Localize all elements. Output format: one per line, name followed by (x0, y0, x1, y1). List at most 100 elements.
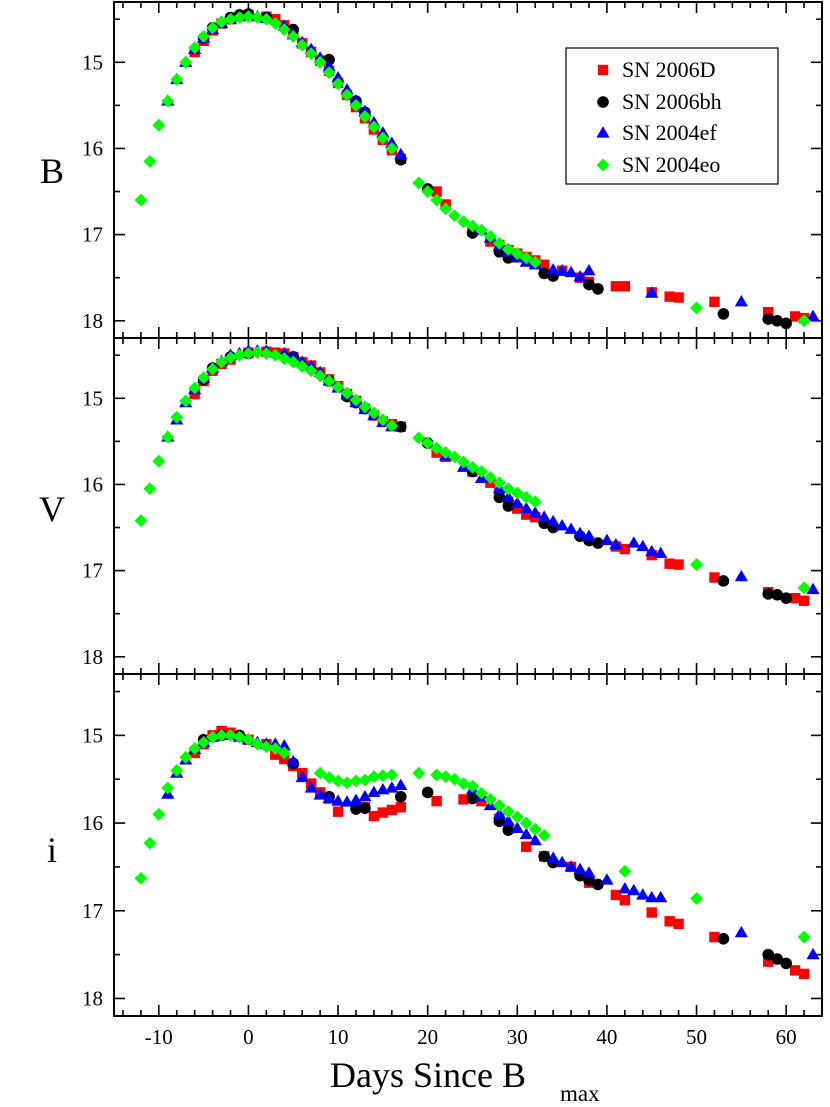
point-sn2004eo (206, 21, 219, 35)
point-sn2004eo (331, 77, 345, 91)
point-sn2004eo (519, 251, 533, 265)
legend-marker-sn2006bh (597, 96, 609, 108)
point-sn2004ef (519, 827, 533, 840)
point-sn2004eo (277, 746, 291, 760)
point-sn2006d (798, 595, 810, 606)
point-sn2004eo (340, 386, 354, 400)
point-sn2004eo (484, 471, 497, 484)
point-sn2004eo (690, 892, 703, 905)
point-sn2006bh (717, 933, 730, 945)
point-sn2004ef (573, 526, 587, 539)
point-sn2004ef (510, 821, 524, 833)
point-sn2004eo (143, 836, 157, 850)
point-sn2004eo (484, 229, 497, 243)
point-sn2006bh (538, 850, 550, 863)
point-sn2004ef (645, 544, 659, 557)
x-tick-label: 30 (507, 1025, 528, 1049)
point-sn2004eo (250, 346, 264, 360)
point-sn2006d (673, 292, 684, 303)
point-sn2004ef (600, 533, 614, 546)
point-sn2004eo (143, 154, 157, 168)
x-tick-label: 50 (686, 1025, 707, 1049)
point-sn2004eo (528, 495, 542, 509)
point-sn2006bh (538, 267, 550, 280)
point-sn2004eo (519, 490, 533, 504)
panel-i-ytick-label: 17 (82, 899, 103, 923)
point-sn2004eo (412, 431, 426, 445)
point-sn2004eo (457, 777, 470, 791)
point-sn2004eo (448, 772, 461, 786)
point-sn2006d (332, 806, 344, 817)
point-sn2004eo (358, 110, 372, 123)
panel-i-ylabel: i (47, 830, 57, 870)
point-sn2006d (431, 795, 442, 807)
point-sn2004eo (484, 793, 497, 806)
point-sn2004eo (367, 770, 381, 783)
panel-i-ytick-label: 15 (82, 723, 103, 747)
point-sn2004eo (385, 142, 399, 155)
point-sn2004ef (286, 754, 300, 767)
point-sn2006bh (592, 283, 604, 295)
point-sn2004ef (519, 501, 533, 514)
x-tick-label: 60 (776, 1025, 797, 1049)
point-sn2004eo (322, 66, 336, 80)
point-sn2004ef (277, 739, 291, 751)
point-sn2004ef (645, 890, 659, 903)
point-sn2004ef (600, 873, 614, 885)
point-sn2004eo (313, 369, 327, 383)
point-sn2004ef (645, 286, 659, 298)
point-sn2004eo (215, 355, 228, 369)
point-sn2004ef (304, 781, 318, 793)
point-sn2004ef (582, 529, 596, 541)
legend-label-sn2006d: SN 2006D (622, 57, 716, 82)
point-sn2004eo (457, 455, 470, 469)
legend-label-sn2004ef: SN 2004ef (622, 120, 717, 145)
point-sn2004ef (734, 295, 748, 307)
point-sn2004eo (179, 55, 193, 69)
panel-b-ytick-label: 18 (82, 309, 103, 333)
point-sn2006bh (771, 953, 783, 965)
point-sn2004ef (573, 862, 587, 875)
panel-v-ytick-label: 15 (82, 386, 103, 410)
point-sn2004eo (376, 769, 390, 783)
point-sn2004eo (475, 786, 488, 800)
point-sn2006d (709, 572, 720, 583)
x-tick-label: 40 (596, 1025, 617, 1049)
point-sn2004eo (430, 193, 444, 207)
panel-b: 15 16 17 18 B (40, 1, 823, 339)
point-sn2004ef (609, 537, 623, 550)
panel-i-ytick-label: 16 (82, 811, 103, 835)
point-sn2004eo (322, 374, 336, 388)
point-sn2006bh (780, 317, 792, 330)
point-sn2004eo (304, 364, 318, 378)
point-sn2004eo (143, 482, 157, 496)
point-sn2004eo (188, 742, 202, 755)
point-sn2004eo (331, 380, 345, 394)
point-sn2006bh (359, 802, 371, 814)
point-sn2004eo (510, 486, 524, 500)
point-sn2004eo (206, 362, 219, 376)
point-sn2004eo (439, 202, 452, 216)
point-sn2004ef (564, 522, 578, 534)
point-sn2004ef (358, 789, 372, 802)
point-sn2004eo (295, 38, 309, 52)
point-sn2004ef (627, 883, 641, 896)
point-sn2006bh (771, 588, 783, 601)
point-sn2006d (521, 509, 532, 520)
point-sn2006d (458, 794, 469, 805)
point-sn2004ef (546, 851, 560, 863)
panel-i-ytick-label: 18 (82, 986, 103, 1010)
point-sn2006d (664, 916, 675, 927)
point-sn2006d (673, 559, 684, 570)
point-sn2004eo (161, 430, 175, 444)
point-sn2004ef (573, 270, 587, 282)
point-sn2006d (610, 281, 622, 292)
point-sn2004eo (277, 23, 291, 36)
point-sn2006bh (421, 786, 434, 799)
point-sn2006bh (771, 314, 783, 327)
point-sn2004eo (430, 441, 444, 455)
panel-b-ytick-label: 15 (82, 50, 103, 74)
point-sn2004ef (394, 778, 408, 790)
point-sn2004eo (358, 400, 372, 414)
